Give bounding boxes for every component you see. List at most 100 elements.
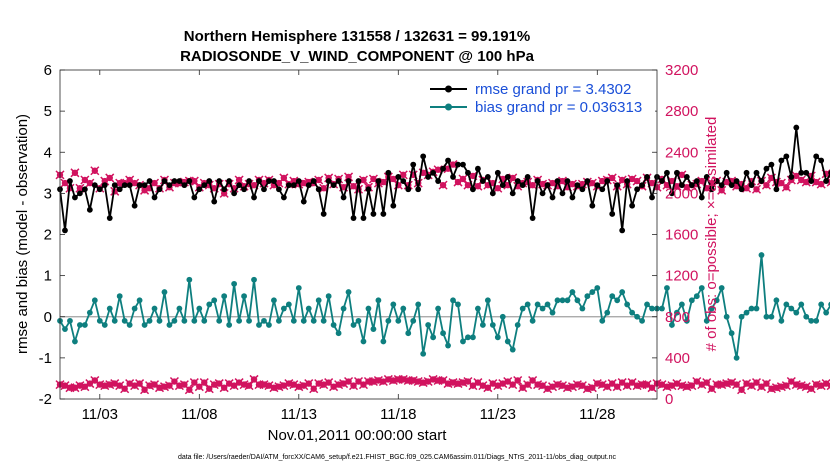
rmse-point bbox=[584, 178, 591, 184]
obs_possible-marker-cross bbox=[279, 173, 289, 183]
rmse-point bbox=[529, 215, 536, 221]
bias-point bbox=[688, 297, 695, 304]
rmse-point bbox=[101, 182, 108, 189]
ticks-layer: -2 -1 0 1 2 3 4 5 6 0 400 800 1200 1600 2000 2400 2800 32… bbox=[39, 62, 699, 423]
bias-point bbox=[166, 322, 173, 328]
bias-point bbox=[106, 305, 113, 312]
bias-point bbox=[360, 338, 367, 345]
rmse-point bbox=[773, 186, 780, 193]
rmse-point bbox=[818, 157, 825, 164]
bias-point bbox=[81, 322, 88, 328]
rmse-point bbox=[494, 169, 501, 176]
rmse-point bbox=[67, 178, 73, 184]
rmse-point bbox=[320, 211, 327, 217]
rmse-point bbox=[345, 178, 352, 184]
obs_possible-marker bbox=[717, 185, 727, 195]
series-obs_assimilated bbox=[55, 374, 830, 395]
rmse-point bbox=[479, 178, 486, 184]
rmse-point bbox=[385, 169, 392, 176]
bias-point bbox=[549, 309, 556, 316]
obs_possible-marker bbox=[234, 175, 244, 185]
bias-point bbox=[191, 317, 198, 324]
bias-point bbox=[584, 293, 591, 300]
rmse-point bbox=[440, 165, 446, 172]
rmse-point bbox=[624, 178, 631, 184]
bias-point bbox=[649, 305, 655, 312]
rmse-point bbox=[171, 178, 178, 184]
bias-point bbox=[365, 305, 372, 312]
rmse-point bbox=[241, 186, 247, 193]
rmse-point bbox=[106, 215, 113, 221]
rmse-point bbox=[271, 178, 277, 184]
bias-point bbox=[664, 285, 670, 291]
rmse-point bbox=[499, 182, 506, 189]
rmse-point bbox=[713, 178, 720, 184]
bias-point bbox=[718, 285, 725, 291]
rmse-point bbox=[181, 182, 188, 189]
obs_possible-marker bbox=[85, 178, 95, 188]
obs_possible-marker bbox=[105, 173, 115, 183]
rmse-point bbox=[748, 182, 755, 189]
rmse-point bbox=[295, 178, 302, 184]
bias-point bbox=[216, 317, 223, 324]
bias-point bbox=[554, 297, 561, 304]
bias-point bbox=[753, 305, 760, 312]
bias-point bbox=[539, 305, 546, 312]
bias-point bbox=[410, 317, 417, 324]
y-tick-label: 6 bbox=[44, 62, 52, 79]
obs_assimilated-marker-cross bbox=[702, 378, 712, 388]
rmse-point bbox=[738, 186, 745, 193]
bias-point bbox=[594, 285, 601, 291]
bias-point bbox=[266, 322, 272, 328]
rmse-point bbox=[569, 194, 576, 201]
bias-point bbox=[524, 301, 531, 308]
obs_assimilated-marker-cross bbox=[513, 375, 523, 386]
rmse-point bbox=[470, 186, 476, 193]
rmse-point bbox=[216, 178, 223, 184]
bias-point bbox=[564, 297, 571, 304]
bias-point bbox=[62, 326, 68, 332]
bias-point bbox=[156, 317, 163, 324]
obs_assimilated-marker-cross bbox=[737, 385, 747, 395]
rmse-point bbox=[793, 124, 800, 131]
bias-point bbox=[300, 317, 307, 324]
bias-point bbox=[241, 293, 247, 300]
bias-point bbox=[315, 297, 322, 304]
bias-point bbox=[121, 317, 128, 324]
bias-point bbox=[499, 313, 506, 320]
bias-point bbox=[678, 301, 685, 308]
rmse-point bbox=[664, 169, 670, 176]
bias-point bbox=[246, 317, 252, 324]
rmse-point bbox=[186, 178, 193, 184]
rmse-point bbox=[285, 182, 292, 189]
obs_possible-marker-cross bbox=[353, 184, 364, 194]
bias-point bbox=[435, 305, 441, 312]
bias-point bbox=[290, 317, 297, 324]
obs_assimilated-marker-cross bbox=[199, 378, 209, 388]
bias-point bbox=[186, 276, 193, 283]
rmse-point bbox=[206, 178, 213, 184]
bias-point bbox=[116, 293, 123, 300]
rmse-point bbox=[788, 174, 795, 180]
rmse-point bbox=[649, 194, 655, 201]
bias-point bbox=[768, 313, 775, 320]
rmse-point bbox=[599, 186, 606, 193]
rmse-point bbox=[290, 182, 297, 189]
obs_assimilated-marker bbox=[353, 376, 364, 387]
bias-point bbox=[231, 280, 238, 287]
rmse-point bbox=[236, 182, 243, 189]
rmse-point bbox=[823, 178, 830, 184]
rmse-point bbox=[91, 182, 98, 189]
rmse-point bbox=[72, 194, 78, 201]
bias-point bbox=[131, 305, 138, 312]
y-tick-label: 0 bbox=[44, 309, 52, 326]
bias-point bbox=[345, 289, 352, 295]
legend-bias-marker bbox=[445, 103, 452, 111]
rmse-point bbox=[758, 178, 765, 184]
rmse-point bbox=[335, 178, 342, 184]
rmse-point bbox=[96, 186, 103, 193]
bias-point bbox=[380, 338, 387, 345]
rmse-point bbox=[276, 186, 282, 193]
rmse-point bbox=[246, 178, 252, 184]
rmse-point bbox=[131, 202, 138, 209]
